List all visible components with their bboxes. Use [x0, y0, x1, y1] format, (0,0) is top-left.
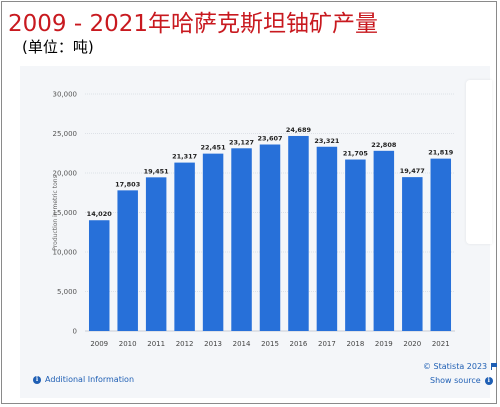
- x-tick-label: 2012: [176, 340, 194, 348]
- x-tick-label: 2011: [147, 340, 165, 348]
- y-tick-label: 5,000: [57, 288, 77, 296]
- data-label: 22,451: [201, 144, 227, 152]
- data-label: 23,607: [257, 135, 282, 143]
- bars: [88, 135, 452, 331]
- y-tick-label: 15,000: [53, 209, 78, 217]
- page-title: 2009 - 2021年哈萨克斯坦铀矿产量: [8, 11, 378, 37]
- x-tick-label: 2014: [233, 340, 251, 348]
- y-axis-label: Production in metric tons: [52, 175, 59, 250]
- bar-2019[interactable]: [373, 150, 395, 331]
- bar-2011[interactable]: [145, 177, 167, 331]
- bar-2013[interactable]: [202, 153, 224, 331]
- data-label: 19,451: [144, 167, 170, 175]
- y-tick-label: 10,000: [53, 249, 78, 257]
- x-tick-label: 2017: [318, 340, 336, 348]
- page-subtitle: (单位：吨): [22, 38, 94, 56]
- x-axis-ticks: 2009 2010 2011 2012 2013 2014 2015 2016 2017 2018…: [90, 340, 449, 348]
- x-tick-label: 2013: [204, 340, 222, 348]
- copyright-line: © Statista 2023: [423, 362, 498, 371]
- x-tick-label: 2009: [90, 340, 108, 348]
- y-tick-label: 30,000: [53, 91, 78, 99]
- bar-2017[interactable]: [316, 146, 338, 331]
- bar-2009[interactable]: [88, 220, 110, 331]
- show-source-link[interactable]: Show source i: [430, 376, 493, 385]
- bar-2010[interactable]: [117, 190, 138, 331]
- bar-2014[interactable]: [231, 148, 252, 331]
- bar-2020[interactable]: [402, 177, 423, 331]
- x-tick-label: 2010: [119, 340, 137, 348]
- additional-information-label: Additional Information: [45, 375, 135, 384]
- bar-2016[interactable]: [288, 135, 309, 331]
- data-label: 14,020: [87, 210, 113, 218]
- data-label: 23,127: [229, 138, 254, 146]
- side-card: [466, 80, 492, 244]
- copyright-text: © Statista 2023: [423, 362, 488, 371]
- x-tick-label: 2019: [375, 340, 393, 348]
- info-icon: i: [33, 375, 41, 384]
- y-axis-ticks: 0 5,000 10,000 15,000 20,000 25,000 30,000: [53, 91, 78, 336]
- bar-2021[interactable]: [430, 158, 452, 331]
- bar-2015[interactable]: [259, 144, 281, 331]
- info-icon: i: [484, 376, 493, 385]
- x-tick-label: 2021: [432, 340, 450, 348]
- y-tick-label: 20,000: [53, 170, 78, 178]
- x-tick-label: 2018: [346, 340, 364, 348]
- y-tick-label: 25,000: [53, 130, 78, 138]
- bar-2012[interactable]: [174, 162, 195, 331]
- data-label: 23,321: [314, 137, 340, 145]
- flag-icon[interactable]: [491, 363, 498, 370]
- data-label: 24,689: [286, 126, 312, 134]
- x-tick-label: 2015: [261, 340, 279, 348]
- x-tick-label: 2020: [403, 340, 421, 348]
- x-tick-label: 2016: [290, 340, 308, 348]
- data-label: 22,808: [371, 141, 397, 149]
- data-label: 21,705: [343, 150, 369, 158]
- additional-information-link[interactable]: i Additional Information: [33, 375, 134, 384]
- y-tick-label: 0: [73, 328, 77, 336]
- bar-2018[interactable]: [345, 159, 366, 331]
- data-label: 21,317: [172, 153, 197, 161]
- data-label: 19,477: [400, 167, 425, 175]
- show-source-label: Show source: [430, 376, 481, 385]
- data-label: 21,819: [428, 149, 454, 157]
- data-label: 17,803: [115, 180, 140, 188]
